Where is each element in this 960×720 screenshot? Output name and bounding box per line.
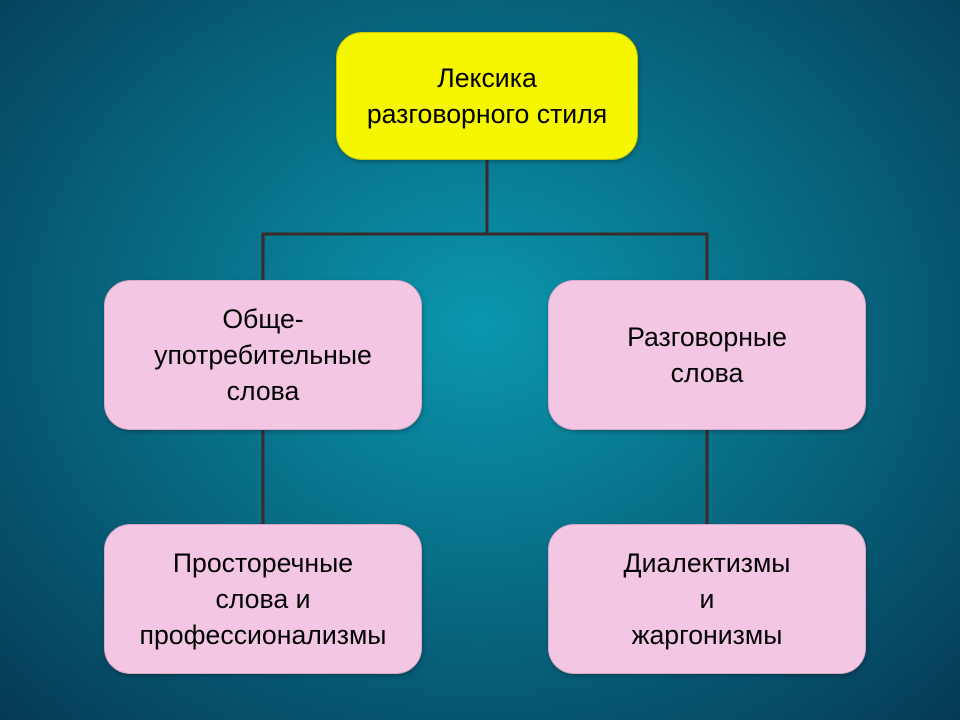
- node-root: Лексика разговорного стиля: [336, 32, 638, 160]
- node-label: Просторечные слова и профессионализмы: [140, 545, 387, 653]
- node-left1: Обще- употребительные слова: [104, 280, 422, 430]
- node-label: Обще- употребительные слова: [154, 301, 372, 409]
- node-left2: Просторечные слова и профессионализмы: [104, 524, 422, 674]
- node-label: Диалектизмы и жаргонизмы: [624, 545, 791, 653]
- node-label: Лексика разговорного стиля: [367, 60, 607, 132]
- node-label: Разговорные слова: [627, 319, 787, 391]
- node-right1: Разговорные слова: [548, 280, 866, 430]
- node-right2: Диалектизмы и жаргонизмы: [548, 524, 866, 674]
